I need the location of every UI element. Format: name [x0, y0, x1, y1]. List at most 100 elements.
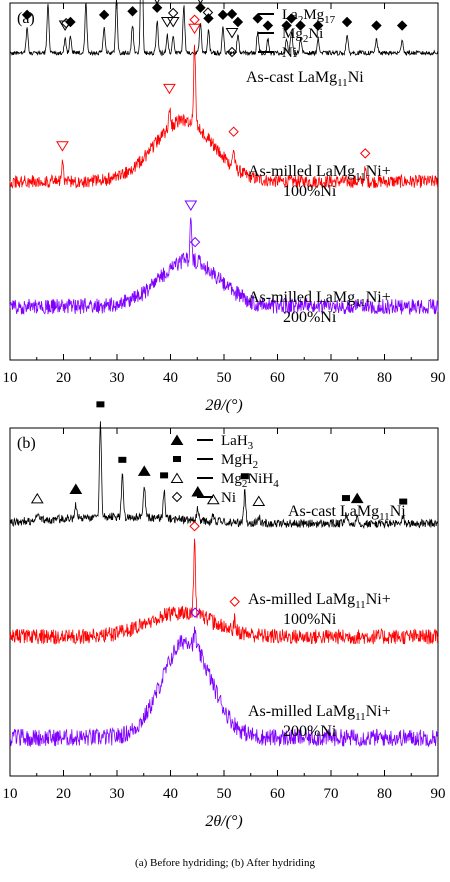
- figure-caption: (a) Before hydriding; (b) After hydridin…: [135, 857, 315, 869]
- legend-marker-square-filled: [173, 456, 181, 462]
- x-tick-label: 50: [217, 370, 232, 386]
- x-tick-label: 60: [270, 786, 285, 802]
- peak-marker-diamond-open: [189, 521, 200, 532]
- peak-marker-diamond-filled: [281, 20, 292, 31]
- peak-marker-triangle-down-open: [160, 16, 174, 28]
- trace-label: 100%Ni: [283, 611, 337, 628]
- legend-marker-diamond-filled: [226, 8, 238, 20]
- trace-line: [9, 421, 439, 530]
- x-tick-label: 90: [431, 370, 446, 386]
- trace-line: [9, 626, 439, 748]
- peak-marker-diamond-filled: [286, 13, 297, 24]
- series-as-milled-lamg11ni-200-ni: As-milled LaMg11Ni+200%Ni: [9, 607, 439, 748]
- legend-entry-ni: Ni: [282, 45, 297, 61]
- legend-entry-mg2nih4: Mg2NiH4: [221, 471, 279, 490]
- x-tick-label: 10: [3, 370, 18, 386]
- peak-marker-square-filled: [399, 498, 408, 505]
- peak-marker-diamond-open: [202, 7, 214, 18]
- peak-marker-triangle-up-open: [30, 492, 44, 504]
- legend-marker-diamond-open: [226, 46, 238, 58]
- legend-entry-mg2ni: Mg2Ni: [282, 26, 323, 45]
- x-tick-label: 10: [3, 786, 18, 802]
- trace-label: 100%Ni: [283, 183, 337, 200]
- peak-marker-diamond-filled: [341, 16, 353, 28]
- legend-entry-la2mg17: La2Mg17: [282, 7, 336, 26]
- peak-marker-triangle-down-open: [56, 141, 69, 152]
- peak-marker-triangle-down-open: [188, 23, 201, 35]
- peak-marker-diamond-filled: [252, 13, 263, 24]
- peak-marker-triangle-up-filled: [350, 492, 364, 504]
- peak-marker-diamond-filled: [21, 9, 33, 21]
- peak-marker-diamond-open: [229, 596, 240, 607]
- trace-label: As-milled LaMg11Ni+: [248, 703, 391, 723]
- peak-marker-diamond-filled: [295, 20, 306, 31]
- peak-marker-diamond-open: [189, 607, 201, 618]
- peak-marker-diamond-open: [167, 7, 179, 19]
- x-axis-title: 2θ/(°): [205, 397, 242, 414]
- peak-marker-square-filled: [341, 495, 350, 502]
- peak-marker-triangle-down-open: [184, 200, 198, 212]
- peak-marker-square-filled: [240, 473, 249, 480]
- legend-entry-mgh2: MgH2: [221, 452, 258, 471]
- legend-entry-lah3: LaH3: [221, 433, 254, 452]
- trace-label: As-milled LaMg11Ni+: [248, 163, 391, 183]
- series-as-milled-lamg11ni-200-ni: As-milled LaMg11Ni+200%Ni: [9, 200, 439, 326]
- peak-marker-triangle-down-open: [163, 83, 176, 95]
- panel-label: (b): [17, 435, 36, 452]
- peak-marker-square-filled: [118, 456, 127, 463]
- legend-marker-triangle-up-filled: [170, 434, 184, 445]
- legend-marker-triangle-down-open: [225, 28, 239, 39]
- trace-label: 200%Ni: [283, 723, 337, 740]
- peak-marker-diamond-filled: [371, 20, 382, 31]
- legend-marker-triangle-up-open: [170, 472, 184, 483]
- peak-marker-triangle-up-open: [206, 493, 220, 505]
- peak-marker-diamond-filled: [262, 20, 274, 31]
- peak-marker-triangle-up-open: [252, 495, 266, 506]
- peak-marker-diamond-open: [360, 148, 371, 159]
- panel-b: (b) 10 20 30 40 50 60 70 80 90 2θ/(°) As-cast LaMg1…: [3, 401, 446, 830]
- trace-label: As-milled LaMg11Ni+: [248, 591, 391, 611]
- x-axis-title: 2θ/(°): [205, 813, 242, 830]
- trace-line: [9, 44, 439, 189]
- series-as-milled-lamg11ni-100-ni: As-milled LaMg11Ni+100%Ni: [9, 521, 439, 645]
- trace-label: As-cast LaMg11Ni: [246, 69, 364, 89]
- series-as-cast-lamg11ni: As-cast LaMg11Ni: [9, 0, 439, 89]
- trace-label: As-milled LaMg11Ni+: [248, 289, 391, 309]
- peak-marker-square-filled: [96, 401, 105, 408]
- peak-marker-diamond-filled: [151, 2, 163, 13]
- peak-marker-diamond-filled: [98, 9, 110, 21]
- peak-marker-diamond-open: [189, 236, 201, 248]
- peak-marker-diamond-open: [189, 14, 200, 25]
- x-tick-label: 50: [217, 786, 232, 802]
- trace-line: [9, 538, 439, 645]
- x-tick-label: 80: [377, 370, 392, 386]
- trace-label: As-cast LaMg11Ni: [288, 503, 406, 523]
- x-tick-label: 60: [270, 370, 285, 386]
- peak-marker-diamond-open: [60, 17, 72, 29]
- x-tick-label: 40: [163, 786, 178, 802]
- peak-marker-diamond-filled: [195, 2, 206, 13]
- peak-marker-triangle-down-open: [166, 16, 180, 28]
- peak-marker-diamond-open: [228, 126, 239, 137]
- legend-entry-ni: Ni: [221, 490, 236, 506]
- trace-line: [9, 217, 439, 316]
- x-tick-label: 30: [110, 370, 125, 386]
- x-tick-label: 20: [56, 786, 71, 802]
- peak-marker-diamond-filled: [396, 20, 408, 31]
- peak-marker-diamond-filled: [232, 16, 244, 28]
- peak-marker-square-filled: [160, 472, 169, 479]
- x-tick-label: 70: [324, 370, 339, 386]
- series-as-cast-lamg11ni: As-cast LaMg11Ni: [9, 401, 439, 530]
- trace-line: [9, 0, 439, 57]
- peak-marker-diamond-filled: [203, 13, 214, 24]
- x-tick-label: 80: [377, 786, 392, 802]
- trace-label: 200%Ni: [283, 309, 337, 326]
- x-tick-label: 70: [324, 786, 339, 802]
- x-tick-label: 40: [163, 370, 178, 386]
- peak-marker-diamond-filled: [217, 9, 229, 21]
- peak-marker-triangle-up-filled: [191, 485, 205, 497]
